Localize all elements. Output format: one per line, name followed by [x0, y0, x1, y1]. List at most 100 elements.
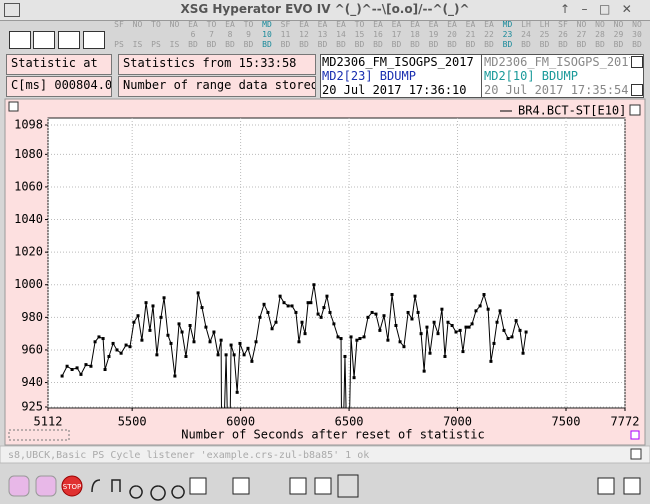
slot[interactable]: TO 15 BD — [351, 20, 369, 52]
point — [297, 340, 301, 344]
tool-icon[interactable] — [9, 31, 31, 49]
tool-icons[interactable] — [91, 479, 185, 501]
legend-close[interactable] — [629, 104, 641, 116]
point — [382, 314, 386, 318]
slot[interactable]: SF PS — [110, 20, 128, 52]
slot[interactable]: NO 30 BD — [628, 20, 646, 52]
slot[interactable]: MD 10 BD — [258, 20, 276, 52]
point — [70, 368, 74, 372]
point — [366, 315, 370, 319]
previous-name: MD2306_FM_ISOGPS_2017 — [484, 55, 630, 69]
slot-top: SF — [114, 20, 124, 29]
button[interactable] — [8, 475, 30, 497]
point — [486, 307, 490, 311]
tool-icon[interactable] — [58, 31, 80, 49]
slot[interactable]: EA 20 BD — [443, 20, 461, 52]
slot[interactable]: LH 24 BD — [517, 20, 535, 52]
slot-top: NO — [132, 20, 143, 29]
slot[interactable]: SF 11 BD — [277, 20, 295, 52]
slot[interactable]: MD 23 BD — [499, 20, 517, 52]
y-tick-label: 940 — [21, 375, 43, 389]
point — [184, 354, 188, 358]
previous-time: 20 Jul 2017 17:35:54 — [484, 83, 629, 97]
point — [506, 337, 510, 341]
slot-bottom: BD — [373, 40, 383, 49]
point — [325, 294, 329, 298]
slot[interactable]: SF 26 BD — [554, 20, 572, 52]
slot[interactable]: TO 7 BD — [203, 20, 221, 52]
slot[interactable]: EA 12 BD — [295, 20, 313, 52]
slot[interactable]: EA 13 BD — [314, 20, 332, 52]
grid-icon[interactable] — [289, 477, 307, 495]
point — [282, 301, 286, 305]
status-box[interactable] — [630, 448, 642, 460]
point — [107, 354, 111, 358]
slot[interactable]: EA 16 BD — [369, 20, 387, 52]
plot-area — [47, 117, 626, 409]
slot-bottom: BD — [243, 40, 254, 49]
grid-icon[interactable] — [314, 477, 332, 495]
slot[interactable]: EA 14 BD — [332, 20, 350, 52]
slot[interactable]: EA 22 BD — [480, 20, 498, 52]
tool-icon[interactable] — [597, 477, 615, 495]
point — [140, 338, 144, 342]
legend-label: BR4.BCT-ST[E10] — [518, 104, 626, 118]
window-buttons[interactable]: ↑ – □ ✕ — [560, 2, 632, 16]
tool-icon[interactable] — [623, 477, 641, 495]
point — [419, 332, 423, 336]
point — [510, 335, 514, 339]
point — [446, 320, 450, 324]
y-tick-label: 1040 — [14, 212, 43, 226]
zoom-icon[interactable] — [337, 474, 359, 498]
button[interactable] — [35, 475, 57, 497]
grid-icon[interactable] — [189, 477, 207, 495]
slot[interactable]: TO PS — [147, 20, 165, 52]
y-tick-label: 1098 — [14, 118, 43, 132]
x-tick-label: 7000 — [443, 415, 472, 429]
slot[interactable]: EA 8 BD — [221, 20, 239, 52]
zoom-tools[interactable] — [8, 429, 70, 441]
point — [410, 317, 414, 321]
point — [402, 345, 406, 349]
slot[interactable]: TO 9 BD — [240, 20, 258, 52]
point — [166, 333, 170, 337]
y-tick-label: 1000 — [14, 277, 43, 291]
point — [322, 306, 326, 310]
close-box[interactable] — [631, 56, 643, 68]
slot-top: EA — [465, 20, 476, 29]
stop-button[interactable] — [61, 475, 83, 497]
tool-icon[interactable] — [33, 31, 55, 49]
refresh-box[interactable] — [631, 84, 643, 96]
point — [467, 325, 471, 329]
grid-icon[interactable] — [232, 477, 250, 495]
slot[interactable]: EA 18 BD — [406, 20, 424, 52]
panel-icon[interactable] — [8, 101, 19, 112]
status-text: s8,UBCK,Basic PS Cycle listener 'example… — [8, 450, 369, 461]
resize-box[interactable] — [630, 430, 640, 440]
slot[interactable]: NO 29 BD — [610, 20, 628, 52]
slot-bottom: BD — [391, 40, 402, 49]
slot[interactable]: NO 27 BD — [573, 20, 591, 52]
point — [489, 359, 493, 363]
slot[interactable]: NO 28 BD — [591, 20, 609, 52]
slot[interactable]: EA 17 BD — [388, 20, 406, 52]
window-icon[interactable] — [4, 3, 20, 17]
slot[interactable]: EA 6 BD — [184, 20, 202, 52]
point — [101, 337, 105, 341]
slot[interactable]: NO IS — [166, 20, 184, 52]
point — [464, 325, 468, 329]
slot-bottom: BD — [188, 40, 198, 49]
point — [254, 340, 258, 344]
slot-top: TO — [243, 20, 254, 29]
point — [84, 363, 88, 367]
point — [470, 322, 474, 326]
slot[interactable]: LH 25 BD — [536, 20, 554, 52]
slot[interactable]: EA 21 BD — [462, 20, 480, 52]
point — [312, 283, 316, 287]
point — [413, 294, 417, 298]
slot[interactable]: EA 19 BD — [425, 20, 443, 52]
slot[interactable]: NO IS — [129, 20, 147, 52]
tool-icon[interactable] — [83, 31, 105, 49]
point — [89, 364, 93, 368]
slot-bottom: PS — [114, 40, 124, 49]
